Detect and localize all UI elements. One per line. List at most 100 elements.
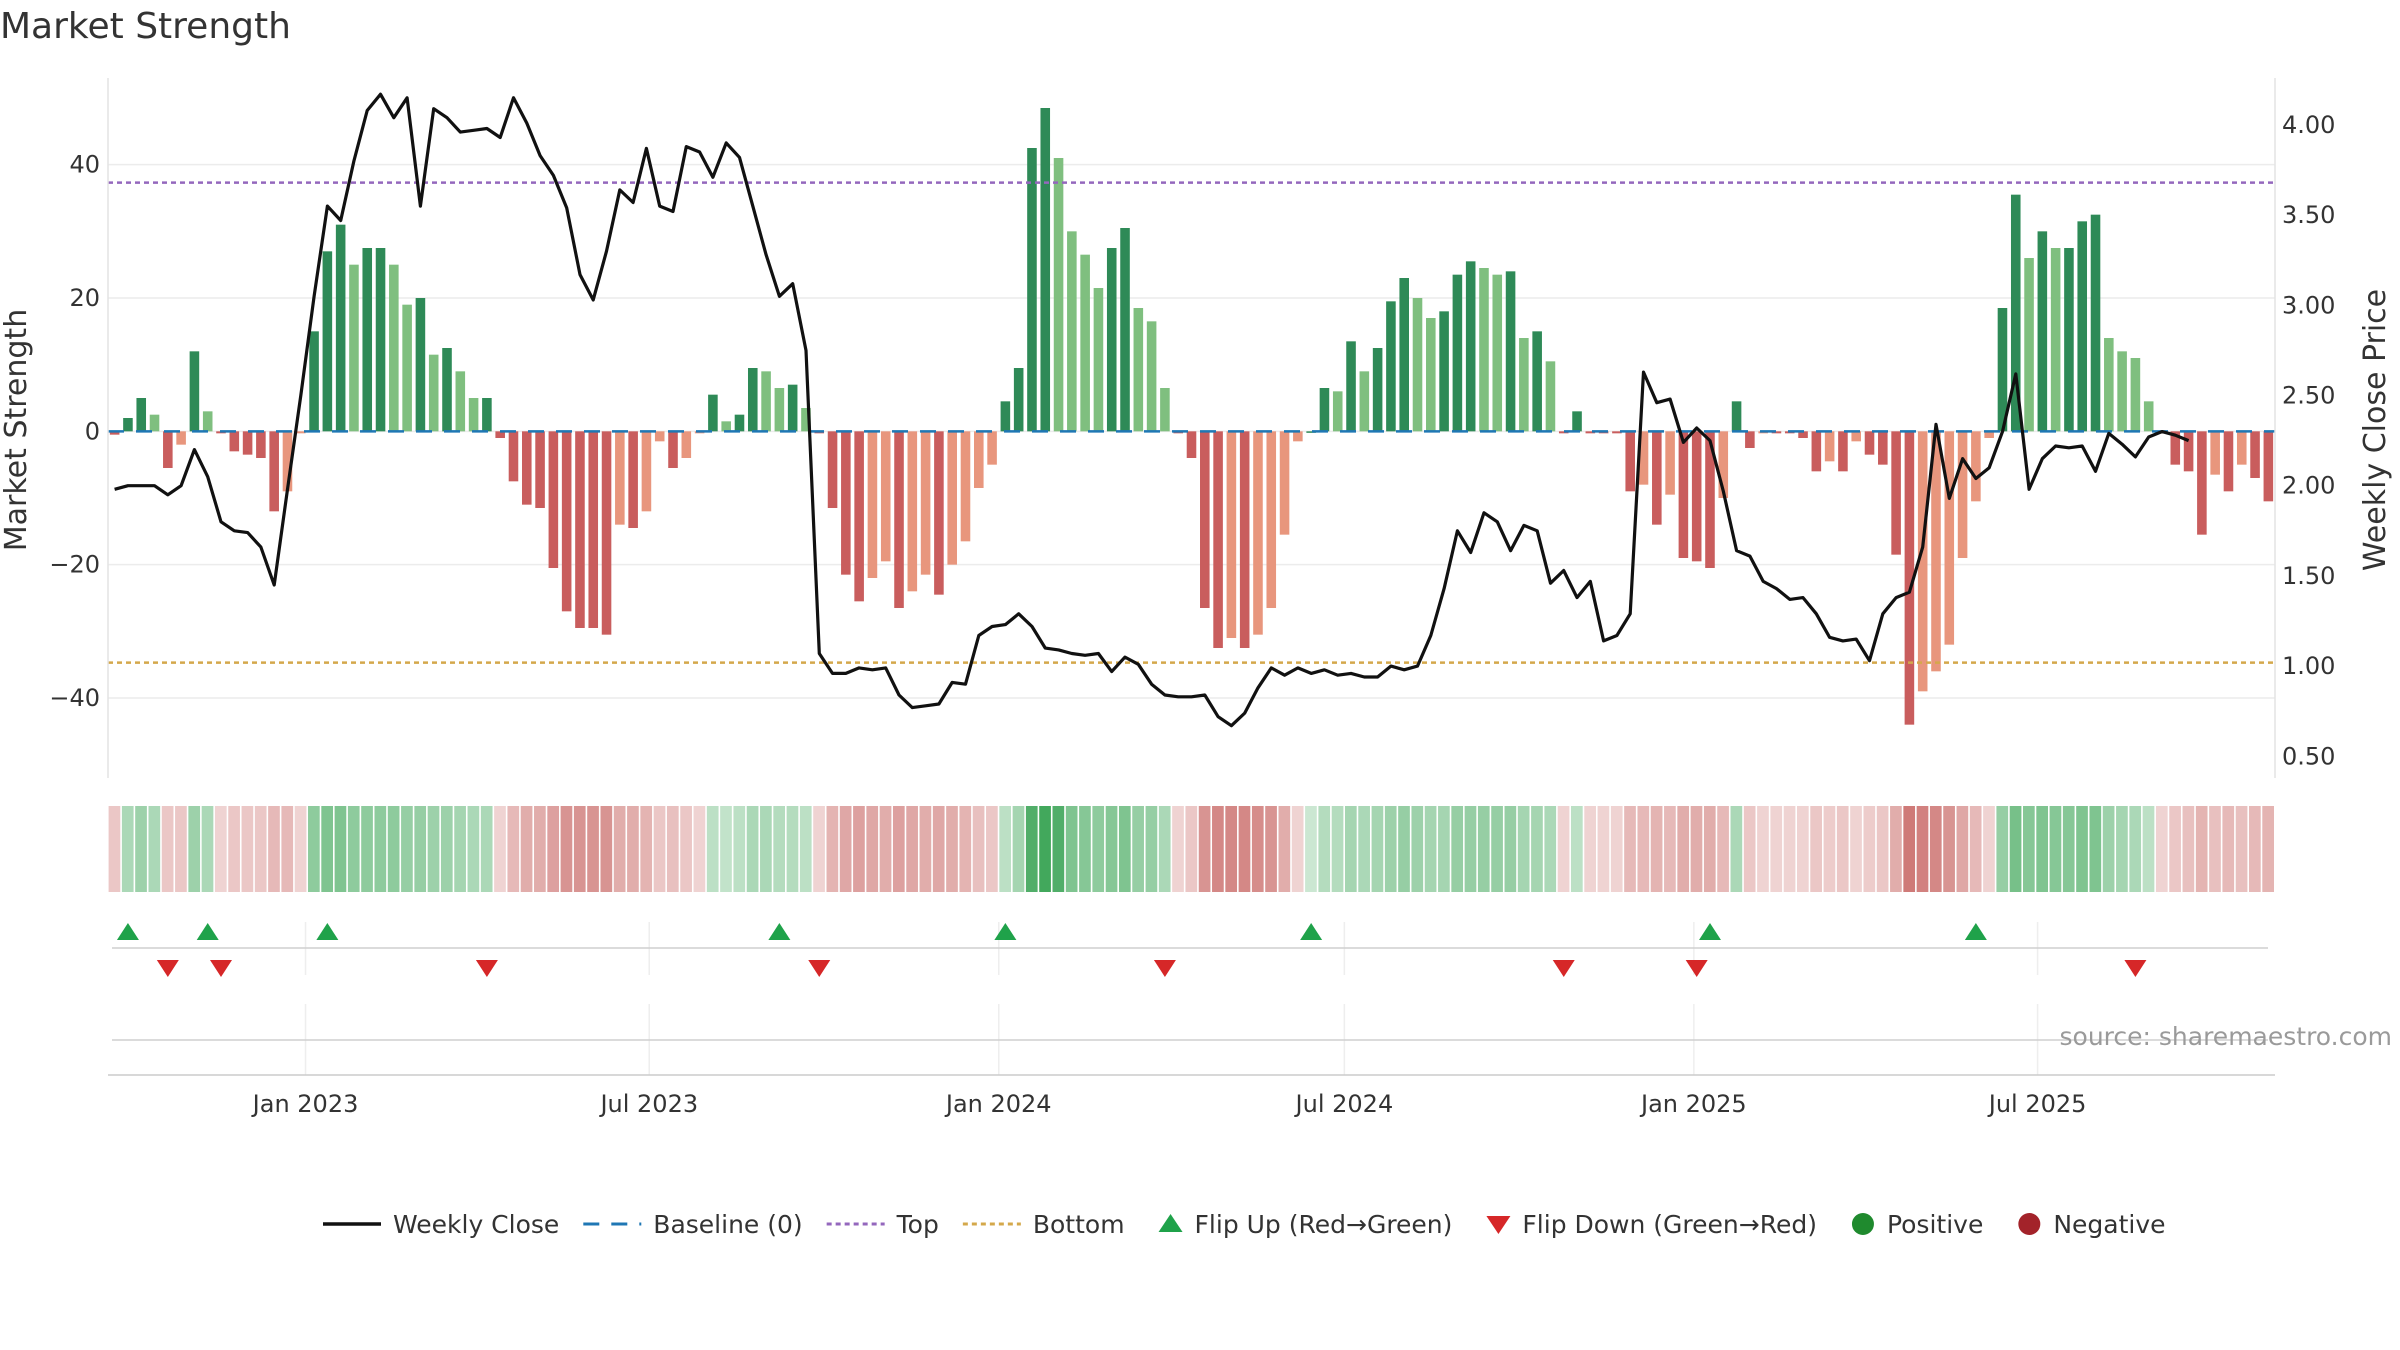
flip-down-marker	[1685, 960, 1708, 977]
strength-bar	[2143, 401, 2154, 432]
strength-bar	[734, 414, 745, 432]
heat-cell	[1012, 806, 1025, 892]
heat-cell	[440, 806, 453, 892]
y-right-tick-label: 3.50	[2282, 201, 2335, 229]
heat-cell	[2129, 806, 2142, 892]
flip-up-marker	[116, 923, 139, 940]
strength-bar	[1944, 431, 1955, 645]
strength-bar	[801, 408, 811, 432]
flip-down-marker	[2124, 960, 2147, 977]
heat-cell	[135, 806, 147, 892]
y-left-tick-label: −20	[49, 551, 100, 579]
strength-bar	[1040, 108, 1051, 432]
y-left-tick-label: −40	[49, 684, 100, 712]
x-tick-label: Jul 2024	[1294, 1090, 1394, 1118]
strength-bar	[561, 431, 572, 612]
strength-bar	[1545, 361, 1556, 432]
strength-bar	[442, 348, 452, 432]
strength-bar	[495, 431, 505, 438]
heat-cell	[1212, 806, 1224, 892]
strength-bar	[2223, 431, 2234, 492]
y-right-tick-label: 2.50	[2282, 382, 2335, 410]
heat-cell	[1384, 806, 1397, 892]
strength-bar	[1067, 231, 1077, 432]
strength-bar	[1652, 431, 1662, 525]
strength-bar	[1625, 431, 1636, 492]
strength-bar	[2064, 248, 2074, 432]
legend-label: Weekly Close	[393, 1210, 559, 1239]
heat-cell	[2142, 806, 2155, 892]
flip-up-marker	[1698, 923, 1721, 940]
strength-bar	[854, 431, 864, 602]
strength-bar	[1678, 431, 1689, 558]
strength-bar	[468, 398, 479, 432]
heat-cell	[1916, 806, 1929, 892]
legend-swatch-circle	[1851, 1213, 1874, 1235]
strength-bar	[1239, 431, 1250, 648]
flip-up-marker	[196, 923, 219, 940]
strength-bar	[482, 398, 492, 432]
heat-cell	[853, 806, 865, 892]
heat-cell	[1172, 806, 1184, 892]
axes: 40 20 0 −20 −40 4.00 3.50 3.00 2.50 2.00 1.50 1.00 0…	[49, 78, 2335, 1118]
heat-cell	[999, 806, 1012, 892]
heat-cell	[1079, 806, 1091, 892]
strength-bar	[402, 304, 412, 432]
legend-swatch-triangle-up	[1158, 1214, 1183, 1232]
legend-item: Flip Down (Green→Red)	[1486, 1210, 1817, 1239]
strength-bar	[455, 371, 466, 432]
strength-bar	[641, 431, 652, 512]
heat-cell	[1265, 806, 1277, 892]
heat-cell	[1823, 806, 1836, 892]
heat-cell	[1544, 806, 1557, 892]
heat-cell	[1717, 806, 1729, 892]
strength-bar	[1917, 431, 1928, 692]
strength-bar	[947, 431, 957, 565]
strength-bar	[615, 431, 625, 525]
heat-cell	[1956, 806, 1969, 892]
heat-cell	[1810, 806, 1822, 892]
strength-bar	[787, 384, 798, 432]
strength-bar	[721, 421, 731, 432]
heat-cell	[1624, 806, 1636, 892]
legend-label: Flip Down (Green→Red)	[1522, 1210, 1817, 1239]
heat-cell	[1039, 806, 1051, 892]
legend-item: Negative	[2018, 1210, 2166, 1239]
heat-cell	[1757, 806, 1769, 892]
heat-cell	[1305, 806, 1317, 892]
heat-cell	[1690, 806, 1703, 892]
strength-bar	[841, 431, 851, 575]
heat-cell	[1358, 806, 1370, 892]
flip-down-marker	[475, 960, 498, 977]
strength-bar	[335, 224, 346, 432]
strength-bar	[1332, 391, 1343, 432]
heat-cell	[680, 806, 692, 892]
strength-bar	[1013, 368, 1024, 432]
heat-cell	[427, 806, 440, 892]
strength-bars	[109, 108, 2274, 725]
strength-bar	[1133, 308, 1144, 432]
heat-cell	[228, 806, 240, 892]
strength-bar	[295, 431, 306, 434]
heat-cell	[2235, 806, 2248, 892]
strength-bar	[708, 394, 718, 432]
legend-label: Top	[896, 1210, 939, 1239]
strength-bar	[628, 431, 638, 528]
heat-cell	[2089, 806, 2102, 892]
x-tick-label: Jan 2025	[1639, 1090, 1747, 1118]
legend-label: Positive	[1887, 1210, 1983, 1239]
lower-empty-panel	[108, 1004, 2275, 1076]
strength-bar	[2250, 431, 2260, 478]
heat-cell	[507, 806, 520, 892]
strength-bar	[375, 248, 386, 432]
heat-cell	[693, 806, 706, 892]
strength-bar	[867, 431, 878, 578]
heat-cell	[121, 806, 134, 892]
heat-cell	[1398, 806, 1410, 892]
strength-bar	[1386, 301, 1396, 432]
strength-bar	[1200, 431, 1210, 608]
heat-cell	[214, 806, 227, 892]
strength-bar	[1585, 431, 1596, 434]
heat-cell	[1850, 806, 1862, 892]
flip-up-marker	[768, 923, 791, 940]
